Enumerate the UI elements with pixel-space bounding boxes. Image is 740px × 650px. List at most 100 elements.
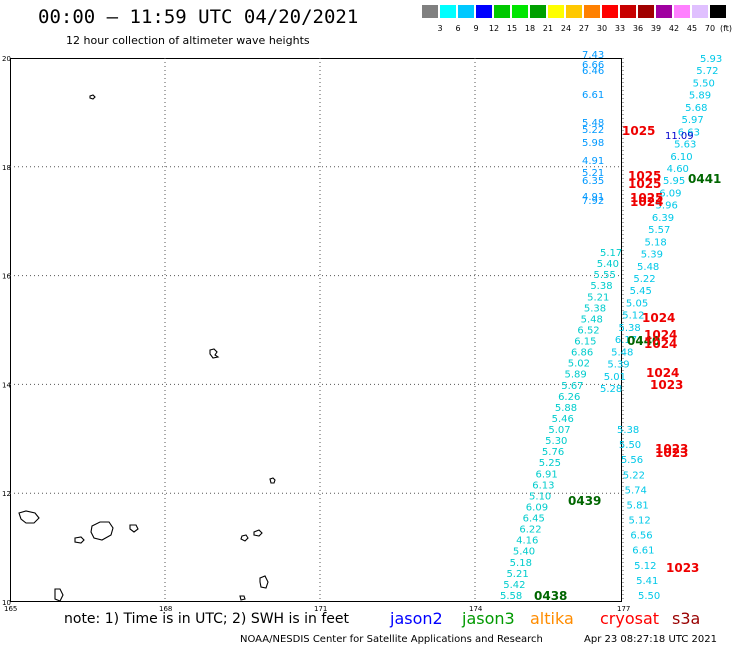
legend-tick-label: 6 <box>455 24 461 33</box>
pass-time-label: 1025 <box>628 177 661 191</box>
legend-swatch <box>476 5 493 18</box>
legend-tick-label: 21 <box>542 24 554 33</box>
wave-height-value: 5.98 <box>582 138 604 149</box>
pass-time-label: 1024 <box>630 195 663 209</box>
legend-swatch <box>494 5 511 18</box>
lon-label: 171 <box>314 605 327 613</box>
pass-time-label: 1024 <box>642 311 675 325</box>
wave-height-value: 11.09 <box>665 131 694 142</box>
legend-tick-label: 33 <box>614 24 626 33</box>
island-outline <box>239 595 246 601</box>
wave-height-value: 5.93 <box>700 54 722 65</box>
island-outline <box>209 348 220 359</box>
lat-label: 10 <box>2 599 11 607</box>
wave-height-value: 5.58 <box>500 591 522 602</box>
wave-height-value: 6.10 <box>670 152 692 163</box>
wave-height-value: 5.48 <box>581 314 603 325</box>
lon-label: 177 <box>617 605 630 613</box>
wave-height-value: 4.91 <box>582 192 604 203</box>
wave-height-value: 5.40 <box>597 259 619 270</box>
wave-height-value: 7.92 <box>582 196 604 207</box>
pass-time-label: 1023 <box>655 446 688 460</box>
wave-height-value: 5.95 <box>663 176 685 187</box>
legend-swatch <box>440 5 457 18</box>
pass-time-label: 1024 <box>646 366 679 380</box>
wave-height-value: 4.16 <box>516 536 538 547</box>
legend-tick-label: 24 <box>560 24 572 33</box>
wave-height-value: 5.88 <box>555 403 577 414</box>
wave-height-value: 5.41 <box>636 576 658 587</box>
wave-height-value: 5.63 <box>674 140 696 151</box>
pass-time-label: 1023 <box>655 442 688 456</box>
wave-height-value: 5.57 <box>648 225 670 236</box>
island-outline <box>74 536 85 544</box>
wave-height-value: 5.05 <box>626 298 648 309</box>
wave-height-value: 5.97 <box>681 115 703 126</box>
wave-height-value: 5.12 <box>622 311 644 322</box>
wave-height-value: 5.96 <box>656 201 678 212</box>
legend-swatch <box>656 5 673 18</box>
wave-height-value: 5.68 <box>685 103 707 114</box>
island-outline <box>240 534 249 542</box>
wave-height-value: 5.21 <box>582 168 604 179</box>
legend-tick-label: 70 <box>704 24 716 33</box>
island-outline <box>129 524 139 533</box>
lat-label: 12 <box>2 490 11 498</box>
pass-time-label: 1023 <box>650 378 683 392</box>
pass-time-label: 1024 <box>644 337 677 351</box>
wave-height-value: 5.38 <box>617 425 639 436</box>
legend-swatch <box>620 5 637 18</box>
sat-label-jason3: jason3 <box>462 609 515 628</box>
legend-tick-label: 30 <box>596 24 608 33</box>
wave-height-value: 4.60 <box>667 164 689 175</box>
legend-tick-label: 18 <box>524 24 536 33</box>
wave-height-value: 5.45 <box>630 286 652 297</box>
wave-height-value: 5.46 <box>552 414 574 425</box>
wave-height-value: 5.18 <box>510 558 532 569</box>
lon-label: 174 <box>469 605 483 613</box>
footer-note: note: 1) Time is in UTC; 2) SWH is in fe… <box>64 611 350 627</box>
wave-height-value: 6.09 <box>659 188 681 199</box>
sat-label-cryosat: cryosat <box>600 609 660 628</box>
wave-height-value: 5.48 <box>582 118 604 129</box>
wave-height-value: 5.50 <box>619 440 641 451</box>
wave-height-value: 7.43 <box>582 50 604 61</box>
credit-line: NOAA/NESDIS Center for Satellite Applica… <box>240 634 543 645</box>
legend-swatch <box>422 5 439 18</box>
wave-height-value: 6.86 <box>571 348 593 359</box>
lat-label: 14 <box>2 381 11 389</box>
legend-swatch <box>584 5 601 18</box>
sat-label-jason2: jason2 <box>390 609 443 628</box>
wave-height-value: 6.61 <box>632 546 654 557</box>
wave-height-value: 6.46 <box>582 66 604 77</box>
pass-time-label: 1025 <box>630 191 663 205</box>
pass-time-label: 0441 <box>688 172 721 186</box>
wave-height-value: 5.55 <box>594 270 616 281</box>
wave-height-value: 5.39 <box>607 360 629 371</box>
wave-height-value: 6.17 <box>615 335 637 346</box>
pass-time-label: 1023 <box>666 561 699 575</box>
pass-time-label: 1025 <box>628 169 661 183</box>
wave-height-value: 6.66 <box>582 60 604 71</box>
wave-height-value: 6.52 <box>577 325 599 336</box>
legend-tick-label: 45 <box>686 24 698 33</box>
legend-unit: (ft) <box>720 24 733 33</box>
island-outline <box>89 94 96 100</box>
legend-swatch <box>710 5 727 18</box>
wave-height-value: 5.81 <box>627 500 649 511</box>
wave-height-value: 5.42 <box>503 580 525 591</box>
wave-height-value: 5.22 <box>633 274 655 285</box>
pass-time-label: 1024 <box>644 328 677 342</box>
wave-height-value: 5.02 <box>568 359 590 370</box>
legend-swatch <box>638 5 655 18</box>
map-frame <box>10 58 622 602</box>
legend-tick-label: 12 <box>488 24 500 33</box>
wave-height-value: 5.22 <box>623 470 645 481</box>
wave-height-value: 6.39 <box>652 213 674 224</box>
sat-label-altika: altika <box>530 609 574 628</box>
legend-tick-label: 3 <box>437 24 443 33</box>
wave-height-value: 5.28 <box>600 384 622 395</box>
wave-height-value: 5.07 <box>548 425 570 436</box>
wave-height-value: 5.50 <box>638 591 660 602</box>
wave-height-value: 5.38 <box>619 323 641 334</box>
